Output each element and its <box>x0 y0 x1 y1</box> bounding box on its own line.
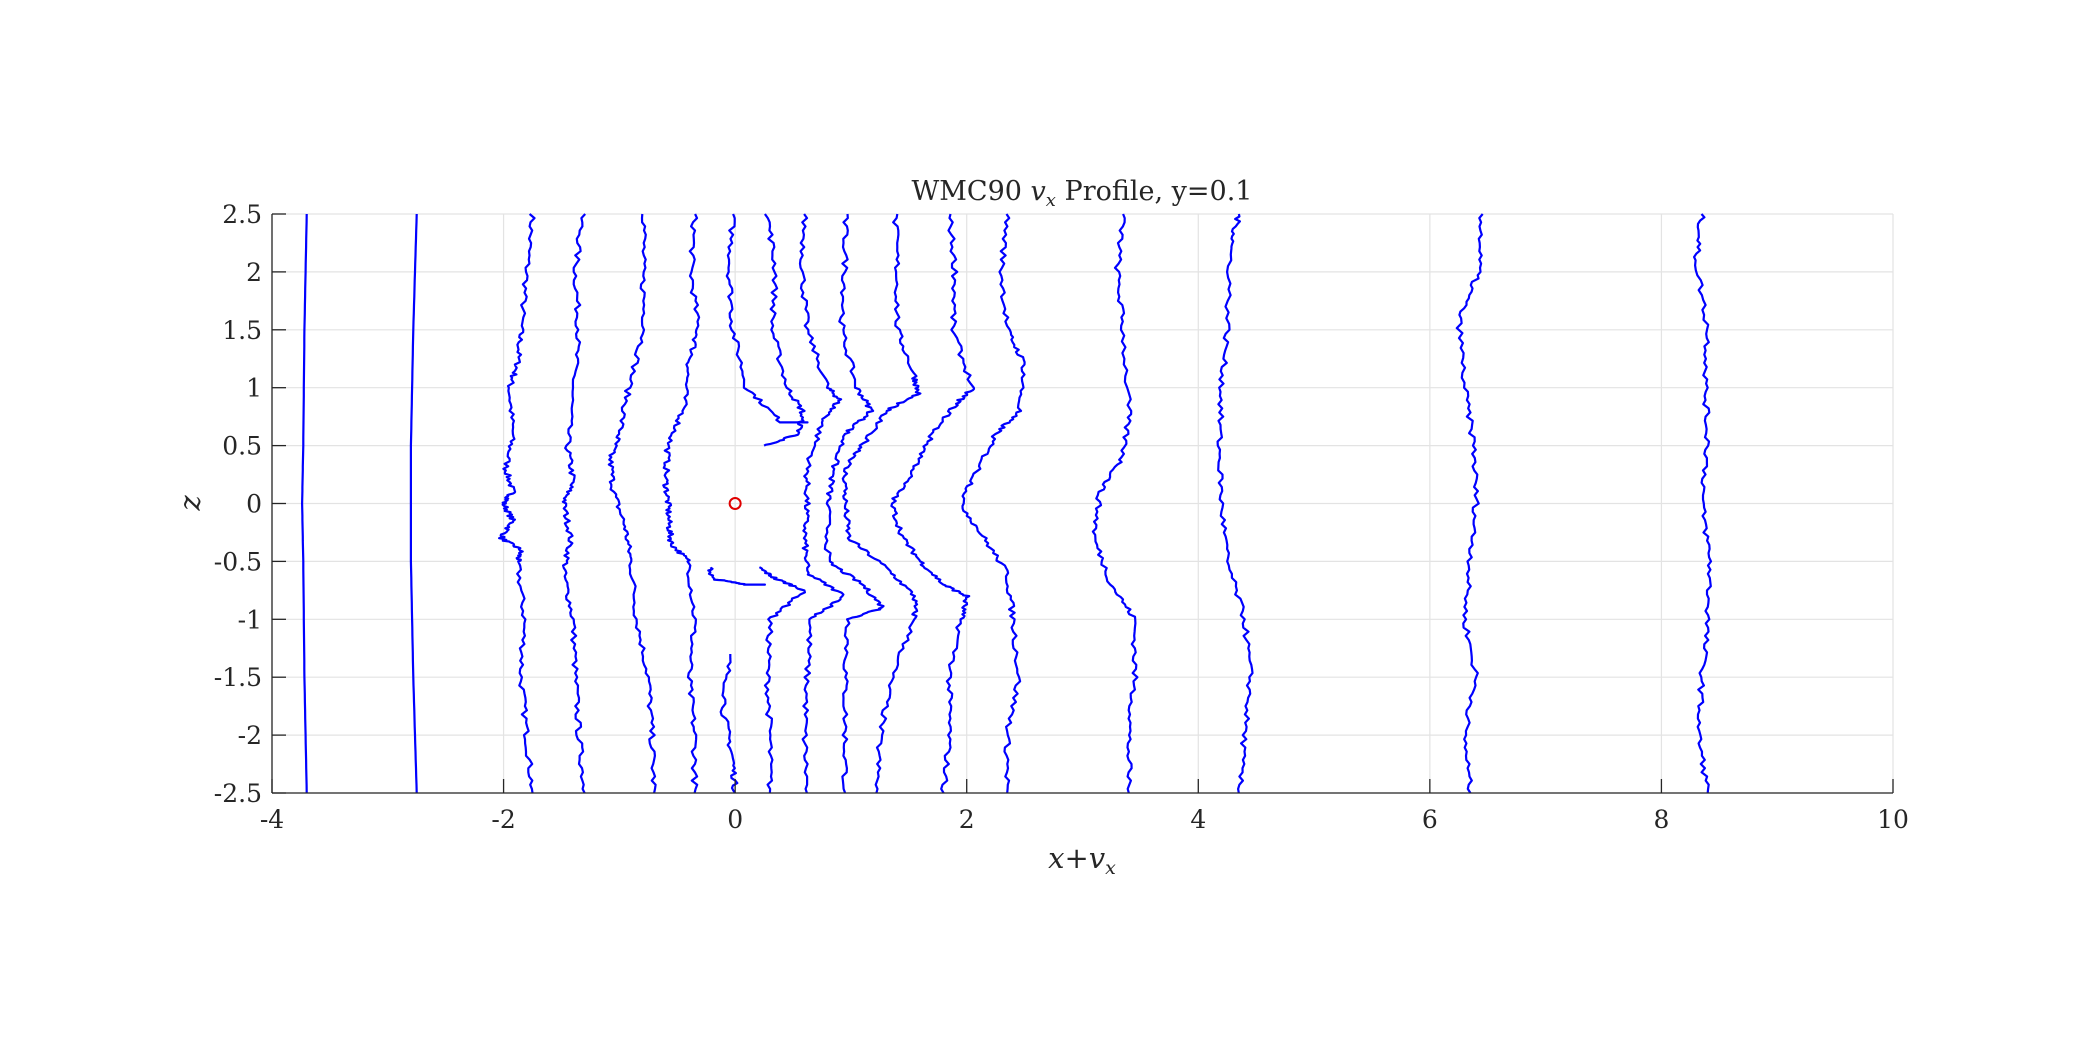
x-tick-label: -2 <box>491 805 515 834</box>
series-line-8 <box>707 566 766 586</box>
series-line-2 <box>409 213 418 794</box>
series-line-20 <box>1693 213 1713 794</box>
series-line-1 <box>301 213 308 794</box>
series-line-6 <box>662 213 701 794</box>
series-line-16 <box>961 213 1026 794</box>
series-line-13 <box>823 213 885 794</box>
marker-layer <box>728 497 742 510</box>
y-tick-labels: 2.5 2 1.5 1 0.5 0 -0.5 -1 -1.5 -2 -2.5 <box>214 200 262 808</box>
x-tick-label: 0 <box>727 805 743 834</box>
x-tick-label: 8 <box>1653 805 1669 834</box>
x-tick-labels: -4 -2 0 2 4 6 8 10 <box>260 805 1909 834</box>
series-line-11 <box>758 566 806 794</box>
series-line-12 <box>798 213 845 794</box>
chart-title: WMC90 vx Profile, y=0.1 <box>912 176 1253 211</box>
x-tick-label: 10 <box>1877 805 1909 834</box>
xlabel-sub: x <box>1105 857 1116 879</box>
series-layer <box>301 213 1713 794</box>
series-line-4 <box>561 213 587 794</box>
xlabel-a: x <box>1048 841 1064 875</box>
series-line-15 <box>890 213 976 794</box>
x-axis-label: x+vx <box>1048 841 1116 879</box>
xlabel-op: + <box>1064 841 1088 875</box>
series-line-18 <box>1216 213 1254 794</box>
x-tick-label: 4 <box>1190 805 1206 834</box>
series-line-3 <box>498 213 536 794</box>
y-tick-label: -2 <box>238 721 262 750</box>
series-line-17 <box>1091 213 1139 794</box>
y-tick-label: -1.5 <box>214 663 262 692</box>
x-tick-label: 2 <box>959 805 975 834</box>
series-line-19 <box>1455 213 1484 794</box>
x-tick-label: -4 <box>260 805 284 834</box>
axes-frame <box>271 213 1894 794</box>
x-tick-label: 6 <box>1422 805 1438 834</box>
title-prefix: WMC90 <box>912 176 1031 207</box>
y-tick-label: -2.5 <box>214 779 262 808</box>
y-tick-label: 1.5 <box>222 316 262 345</box>
y-tick-label: 1 <box>246 374 262 403</box>
series-line-10 <box>763 213 806 447</box>
series-line-14 <box>841 213 922 794</box>
xlabel-var: v <box>1089 841 1106 875</box>
series-line-5 <box>607 213 657 794</box>
y-axis-label: z <box>173 495 207 512</box>
y-tick-label: -1 <box>238 605 262 634</box>
series-line-9 <box>719 654 739 794</box>
series-line-7 <box>725 213 809 424</box>
y-tick-label: 0.5 <box>222 432 262 461</box>
origin-marker <box>728 497 742 510</box>
title-sub: x <box>1046 190 1056 211</box>
y-tick-label: 0 <box>246 490 262 519</box>
title-var: v <box>1031 176 1046 207</box>
y-tick-label: -0.5 <box>214 547 262 576</box>
title-suffix: Profile, y=0.1 <box>1056 176 1253 207</box>
y-tick-label: 2 <box>246 258 262 287</box>
y-tick-label: 2.5 <box>222 200 262 229</box>
